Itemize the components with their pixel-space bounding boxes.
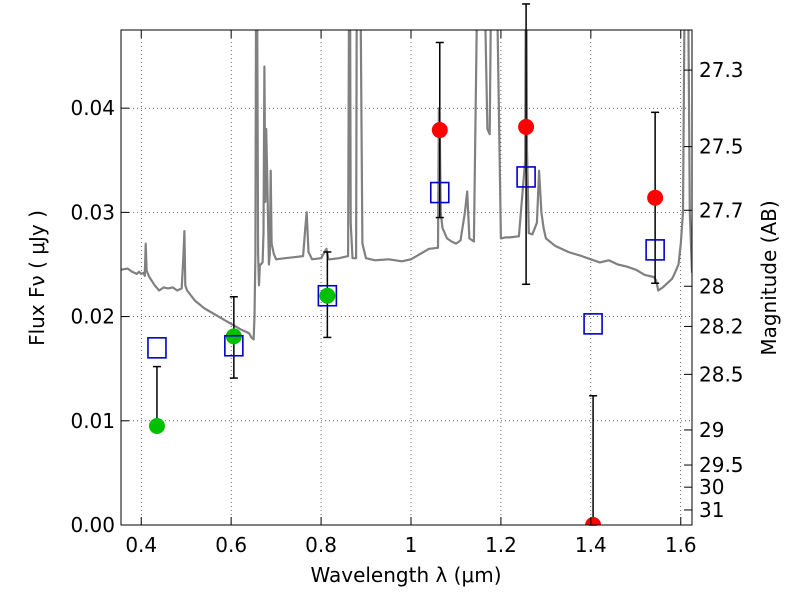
magnitude-tick-label: 29: [699, 418, 724, 442]
open-square-marker: [224, 334, 244, 357]
red-circle-marker: [431, 122, 448, 139]
magnitude-tick-label: 27.5: [699, 135, 744, 159]
y-axis-title: Flux Fν ( μJy ): [25, 210, 49, 346]
red-circle-marker: [647, 189, 664, 206]
tick-marks: [121, 30, 692, 526]
marker-layer: [147, 118, 665, 525]
magnitude-tick-label: 28.2: [699, 314, 744, 338]
magnitude-axis-title: Magnitude (AB): [757, 200, 781, 355]
magnitude-tick-label: 31: [699, 498, 724, 522]
open-square-marker: [429, 181, 450, 204]
y-tick-label: 0.03: [70, 200, 115, 224]
magnitude-tick-label: 27.3: [699, 58, 744, 82]
open-square-marker: [516, 166, 536, 188]
magnitude-tick-label: 28.5: [699, 362, 744, 386]
magnitude-tick-label: 30: [699, 475, 724, 499]
open-square-marker: [645, 239, 665, 261]
green-circle-marker: [148, 418, 165, 434]
y-tick-label: 0.04: [70, 96, 115, 120]
y-tick-label: 0.02: [70, 305, 115, 329]
open-square-marker: [317, 284, 338, 307]
x-tick-label: 1.2: [485, 533, 517, 557]
errorbar-layer: [152, 3, 660, 526]
magnitude-tick-label: 27.7: [699, 198, 744, 222]
model-spectrum-layer: [121, 30, 692, 341]
open-square-marker: [583, 313, 603, 335]
green-circle-marker: [319, 287, 336, 304]
red-circle-marker: [585, 517, 602, 525]
x-tick-label: 1.4: [575, 533, 607, 557]
x-axis-title: Wavelength λ (μm): [310, 563, 501, 587]
x-tick-label: 0.8: [305, 533, 337, 557]
magnitude-tick-label: 29.5: [699, 453, 744, 477]
red-circle-marker: [518, 118, 535, 135]
grid-lines: [121, 30, 692, 526]
open-square-marker: [147, 337, 167, 359]
y-tick-label: 0.01: [70, 409, 115, 433]
y-tick-labels: 0.00 0.01 0.02 0.03 0.04: [70, 96, 115, 537]
x-tick-label: 1: [405, 533, 418, 557]
x-tick-label: 0.4: [125, 533, 157, 557]
x-tick-labels: 0.4 0.6 0.8 1 1.2 1.4 1.6: [125, 533, 696, 557]
model-spectrum-line: [121, 30, 692, 341]
x-tick-label: 0.6: [215, 533, 247, 557]
y-tick-label: 0.00: [70, 513, 115, 537]
x-tick-label: 1.6: [665, 533, 697, 557]
magnitude-tick-label: 28: [699, 274, 724, 298]
plot-frame: [120, 29, 693, 526]
